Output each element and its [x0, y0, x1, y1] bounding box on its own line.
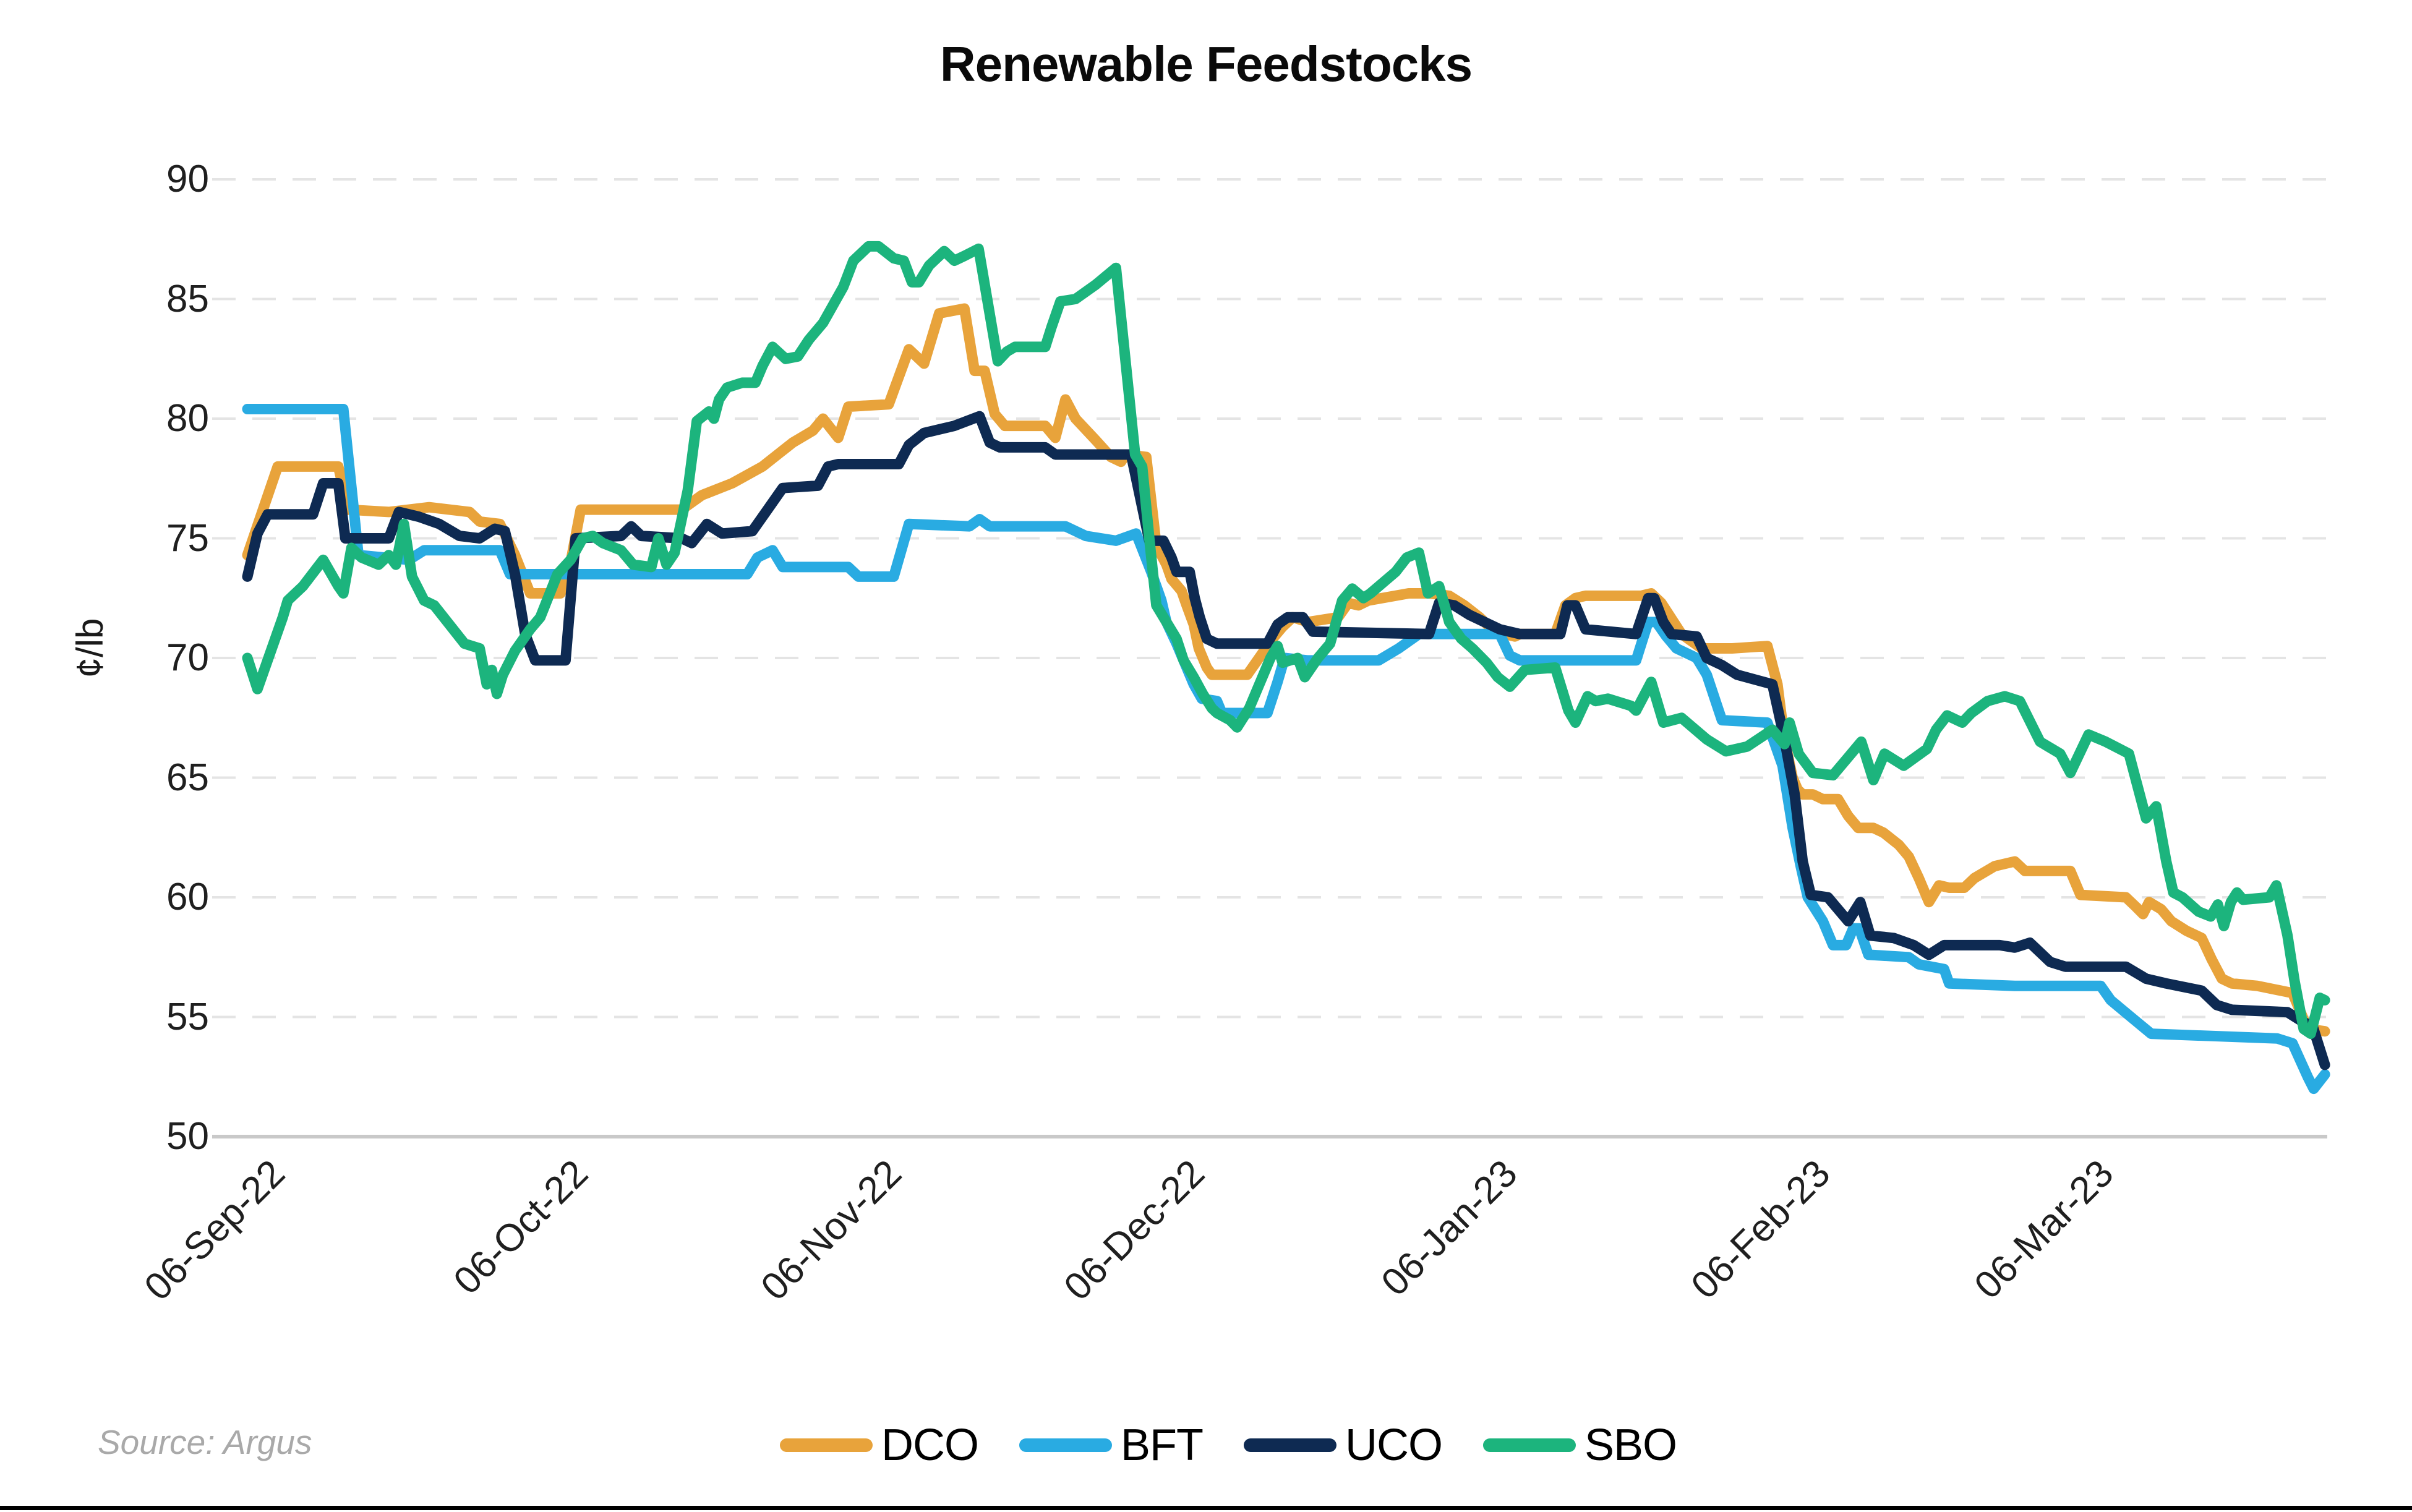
source-note: Source: Argus: [98, 1423, 312, 1461]
series-line-dco: [242, 303, 2330, 1037]
legend-item-sbo: SBO: [1482, 1420, 1677, 1471]
y-axis-tick-label-65: 65: [166, 756, 209, 799]
legend-label-dco: DCO: [881, 1420, 979, 1470]
y-axis-title: ¢/lb: [69, 618, 111, 678]
y-axis-tick-label-70: 70: [166, 636, 209, 679]
legend-item-uco: UCO: [1243, 1420, 1443, 1471]
bft-line-swatch-icon: [1019, 1438, 1112, 1452]
legend-label-uco: UCO: [1345, 1420, 1443, 1470]
y-axis-tick-label-55: 55: [166, 995, 209, 1038]
legend-label-sbo: SBO: [1584, 1420, 1677, 1470]
sbo-line-swatch-icon: [1482, 1438, 1576, 1452]
y-axis-tick-label-75: 75: [166, 516, 209, 560]
legend-item-bft: BFT: [1019, 1420, 1204, 1471]
y-axis-tick-label-90: 90: [166, 158, 209, 200]
series-line-sbo: [242, 241, 2330, 1040]
y-axis-tick-label-85: 85: [166, 277, 209, 320]
chart-title: Renewable Feedstocks: [939, 36, 1473, 92]
legend-item-dco: DCO: [779, 1420, 979, 1471]
series-line-bft: [242, 404, 2330, 1095]
y-axis-tick-label-60: 60: [166, 876, 209, 918]
uco-line-swatch-icon: [1243, 1438, 1336, 1452]
dco-line-swatch-icon: [779, 1438, 873, 1452]
bottom-border-rule: [0, 1506, 2412, 1510]
y-axis-tick-label-50: 50: [166, 1115, 209, 1158]
legend-label-bft: BFT: [1120, 1420, 1204, 1470]
chart-legend: DCO BFT UCO SBO: [779, 1420, 1677, 1471]
series-line-uco: [242, 411, 2330, 1070]
y-axis-tick-label-80: 80: [166, 397, 209, 440]
